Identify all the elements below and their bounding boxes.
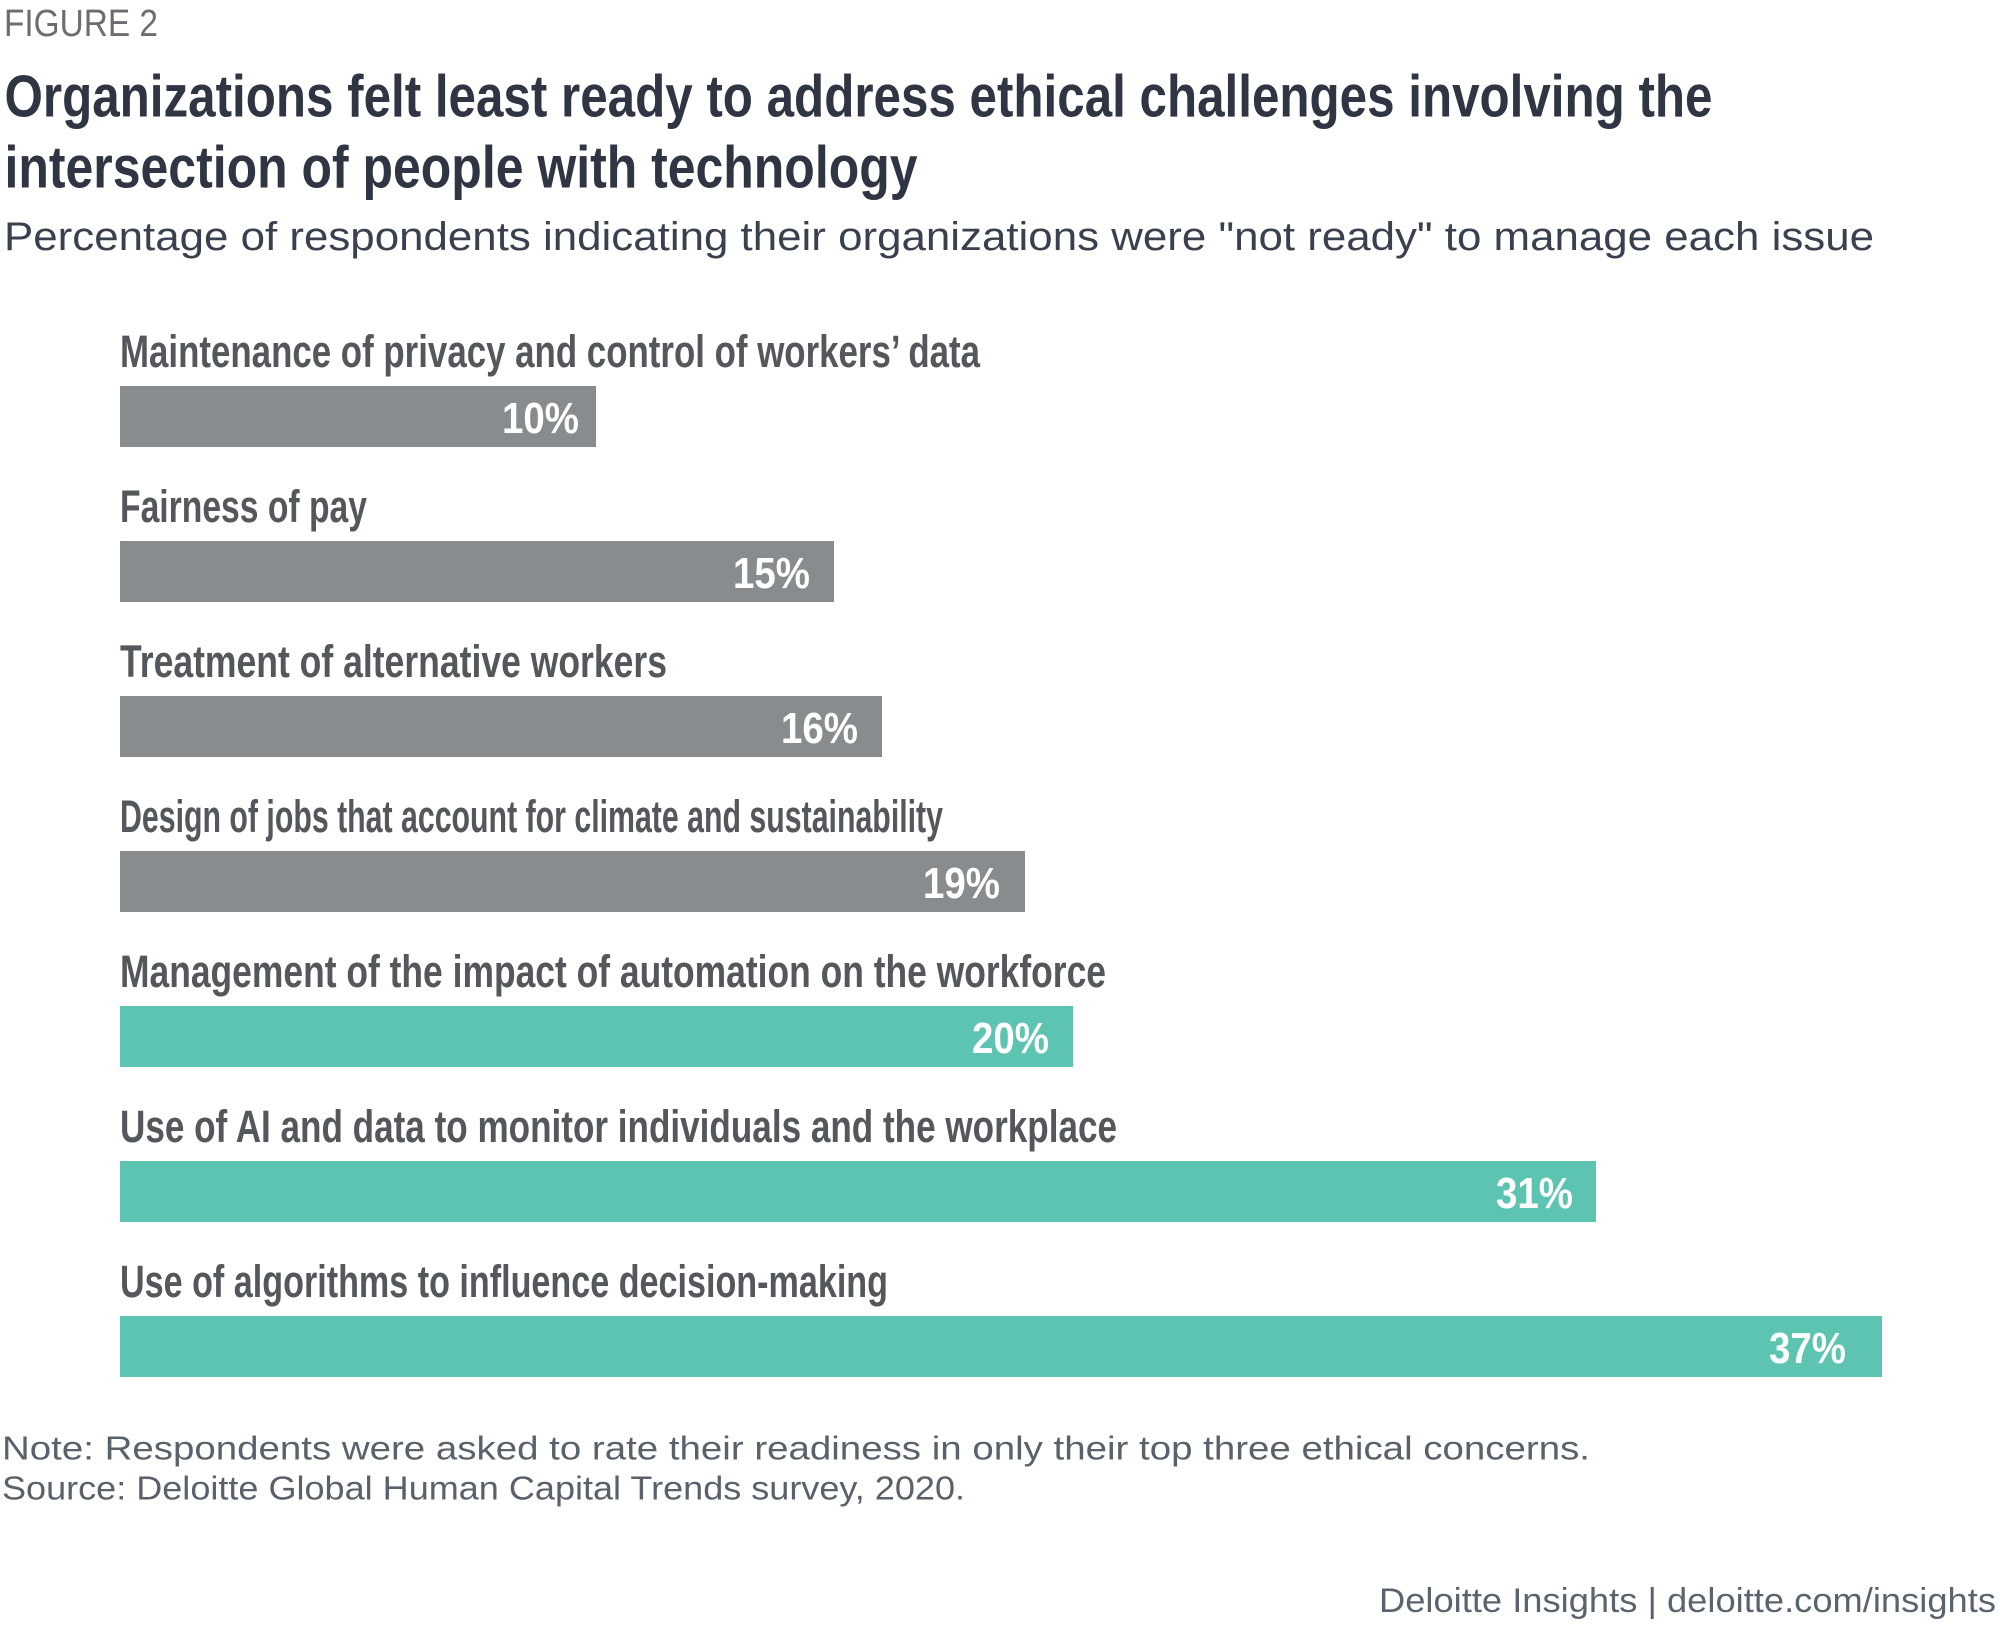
svg-text:16%: 16% <box>781 704 858 753</box>
svg-text:FIGURE 2: FIGURE 2 <box>4 3 158 45</box>
svg-text:Use of algorithms to influence: Use of algorithms to influence decision-… <box>120 1256 888 1307</box>
svg-text:Design of jobs that account fo: Design of jobs that account for climate … <box>120 791 943 842</box>
svg-text:Source: Deloitte Global Human: Source: Deloitte Global Human Capital Tr… <box>2 1470 965 1507</box>
svg-text:Percentage of respondents indi: Percentage of respondents indicating the… <box>4 215 1874 259</box>
svg-text:20%: 20% <box>972 1014 1049 1063</box>
svg-text:Note: Respondents were asked t: Note: Respondents were asked to rate the… <box>2 1430 1590 1467</box>
svg-text:Use of AI and data to monitor: Use of AI and data to monitor individual… <box>120 1101 1117 1152</box>
svg-text:Treatment of alternative worke: Treatment of alternative workers <box>120 636 667 687</box>
svg-text:intersection of people with te: intersection of people with technology <box>5 134 918 201</box>
svg-text:37%: 37% <box>1769 1324 1846 1373</box>
svg-text:Deloitte Insights | deloitte.c: Deloitte Insights | deloitte.com/insight… <box>1379 1582 1996 1620</box>
svg-text:Fairness of pay: Fairness of pay <box>120 481 367 532</box>
svg-text:31%: 31% <box>1496 1169 1573 1218</box>
svg-text:Maintenance of privacy and con: Maintenance of privacy and control of wo… <box>120 326 981 377</box>
svg-text:19%: 19% <box>923 859 1000 908</box>
svg-text:10%: 10% <box>502 394 579 443</box>
svg-text:Organizations felt least ready: Organizations felt least ready to addres… <box>5 62 1713 129</box>
svg-text:Management of the impact of au: Management of the impact of automation o… <box>120 946 1106 997</box>
svg-text:15%: 15% <box>733 549 810 598</box>
